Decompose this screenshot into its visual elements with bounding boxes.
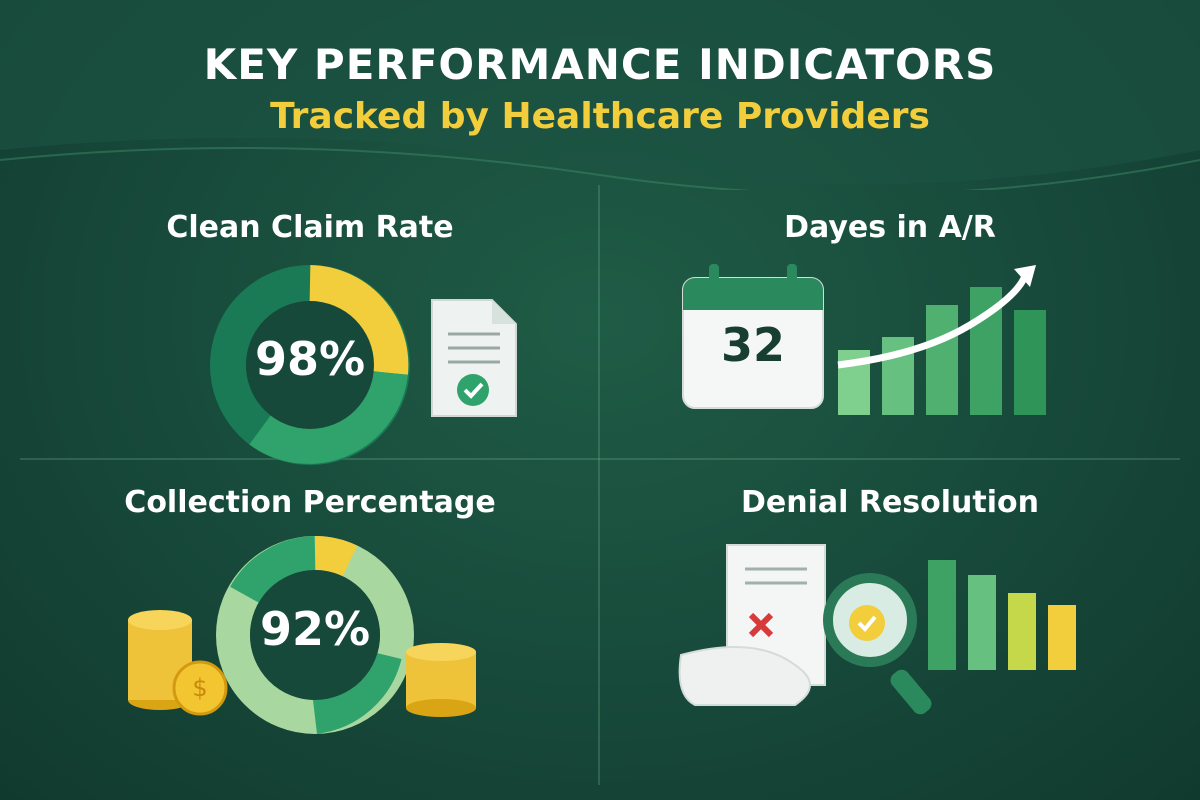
clean-claim-donut — [210, 265, 410, 465]
svg-text:$: $ — [192, 674, 207, 702]
header: KEY PERFORMANCE INDICATORS Tracked by He… — [0, 0, 1200, 190]
header-wave — [0, 0, 1200, 190]
days-ar-title: Dayes in A/R — [784, 210, 996, 245]
page-subtitle: Tracked by Healthcare Providers — [270, 96, 930, 137]
collection-title: Collection Percentage — [124, 485, 496, 520]
collection-value: 92% — [259, 602, 371, 656]
denial-title: Denial Resolution — [740, 485, 1039, 520]
vertical-divider — [598, 185, 600, 785]
claim-receipt-icon — [678, 544, 826, 706]
collection-donut — [216, 536, 414, 734]
decline-bars-chart — [928, 560, 1076, 670]
horizontal-divider — [20, 458, 1180, 460]
clean-claim-title: Clean Claim Rate — [166, 210, 454, 245]
document-check-icon — [431, 299, 517, 417]
days-ar-value: 32 — [720, 318, 785, 372]
magnifier-check-icon — [823, 573, 932, 715]
calendar-icon — [682, 264, 824, 409]
trend-bars-chart — [837, 265, 1046, 415]
coin-stack-icon: $ — [128, 610, 228, 716]
page-title: KEY PERFORMANCE INDICATORS — [203, 40, 997, 89]
clean-claim-value: 98% — [254, 332, 366, 386]
coin-stack-small-icon — [406, 643, 476, 717]
